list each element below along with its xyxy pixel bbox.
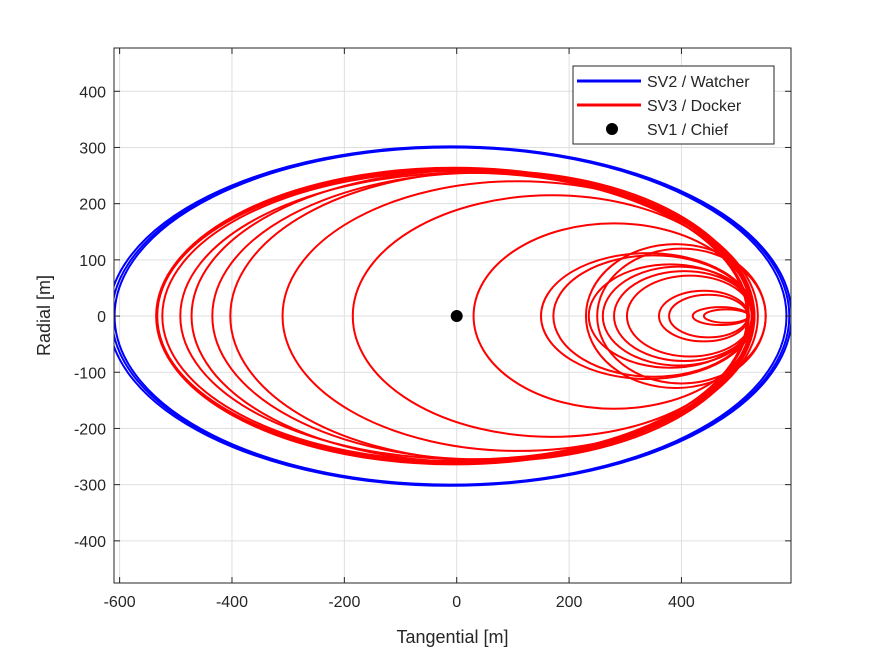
legend-label-chief: SV1 / Chief — [647, 122, 728, 139]
y-tick-label: 200 — [79, 197, 106, 214]
chief-marker — [450, 310, 463, 323]
orbit-trajectory-loop — [625, 274, 754, 358]
orbit-trajectory-loop — [613, 270, 756, 363]
x-tick-label: -200 — [328, 594, 360, 611]
y-axis-label: Radial [m] — [34, 275, 54, 356]
y-tick-label: 100 — [79, 253, 106, 270]
orbit-trajectory-loop — [584, 243, 767, 389]
x-tick-label: 200 — [556, 594, 583, 611]
axes-box — [113, 47, 792, 584]
data-layer — [114, 145, 791, 487]
orbit-trajectory-loop — [114, 145, 791, 487]
y-tick-label: -100 — [74, 365, 106, 382]
x-axis-label: Tangential [m] — [396, 627, 508, 647]
y-tick-label: -300 — [74, 478, 106, 495]
x-tick-label: -400 — [216, 594, 248, 611]
legend-label-watcher: SV2 / Watcher — [647, 74, 750, 91]
y-tick-label: 300 — [79, 140, 106, 157]
orbit-trajectory-loop — [587, 263, 753, 369]
x-tick-label: 0 — [452, 594, 461, 611]
y-tick-label: 0 — [97, 309, 106, 326]
orbit-trajectory-loop — [668, 293, 749, 339]
x-tick-label: -600 — [104, 594, 136, 611]
series-3 — [450, 310, 463, 323]
orbit-trajectory-loop — [702, 308, 750, 324]
legend: SV2 / Watcher SV3 / Docker SV1 / Chief — [572, 65, 775, 145]
series-2 — [155, 166, 767, 466]
y-tick-label: -400 — [74, 534, 106, 551]
y-tick-label: -200 — [74, 421, 106, 438]
legend-swatch-chief — [606, 123, 618, 135]
legend-label-docker: SV3 / Docker — [647, 98, 742, 115]
y-tick-label: 400 — [79, 84, 106, 101]
tick-labels: -600 -400 -200 0 200 400 -400 -300 -200 -100 0 100 2… — [74, 48, 791, 611]
x-tick-label: 400 — [668, 594, 695, 611]
